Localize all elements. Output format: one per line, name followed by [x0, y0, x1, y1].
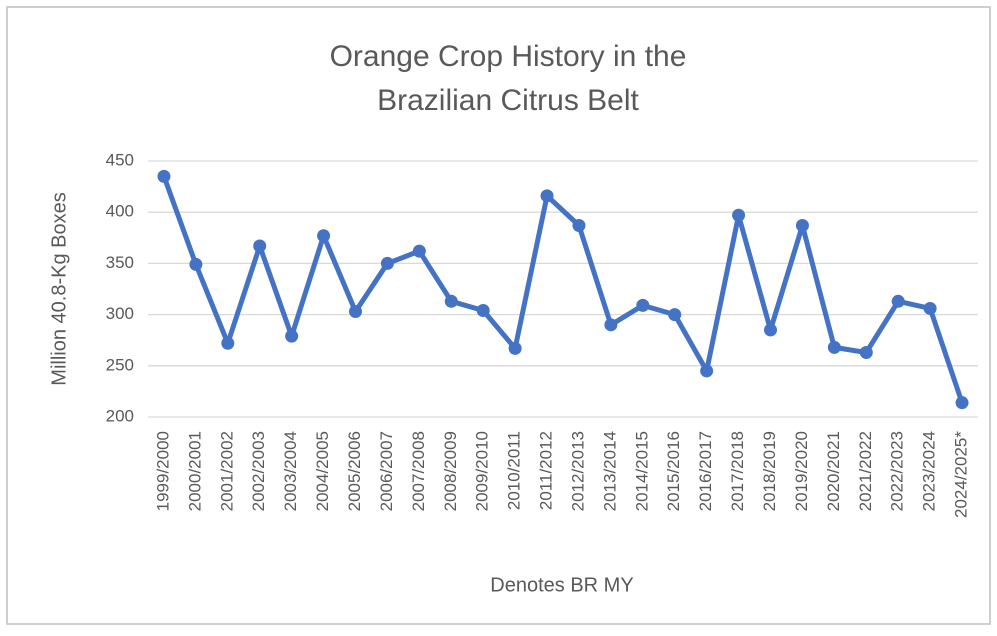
marker: [859, 345, 873, 359]
line: [161, 175, 965, 404]
x-tick-label: 2001/2002: [217, 431, 236, 511]
x-tick-label: 2004/2005: [313, 431, 332, 511]
marker: [285, 329, 299, 343]
marker: [636, 298, 650, 312]
x-tick-label: 2009/2010: [473, 431, 492, 511]
marker: [189, 257, 203, 271]
x-tick-label: 2015/2016: [664, 431, 683, 511]
marker: [668, 308, 682, 322]
x-axis-title: Denotes BR MY: [490, 574, 633, 596]
y-tick-label: 300: [106, 304, 134, 323]
chart-title: Orange Crop History in the: [330, 40, 687, 73]
x-tick-label: 1999/2000: [153, 431, 172, 511]
marker: [317, 229, 331, 243]
x-tick-label: 2012/2013: [568, 431, 587, 511]
marker: [764, 323, 777, 337]
y-tick-label: 400: [106, 202, 134, 221]
x-tick-label: 2007/2008: [409, 431, 428, 511]
y-tick-label: 450: [106, 150, 134, 169]
marker: [572, 219, 586, 233]
marker: [891, 294, 905, 308]
x-tick-label: 2006/2007: [377, 431, 396, 511]
marker: [923, 301, 937, 315]
marker: [604, 318, 618, 332]
y-axis-title: Million 40.8-Kg Boxes: [48, 192, 70, 385]
y-tick-label: 350: [106, 253, 134, 272]
marker: [380, 256, 394, 270]
marker: [412, 244, 426, 258]
x-tick-label: 2010/2011: [505, 431, 524, 510]
x-tick-label: 2002/2003: [249, 431, 268, 511]
marker: [476, 304, 490, 318]
marker: [221, 336, 235, 350]
marker: [795, 219, 809, 233]
x-tick-label: 2016/2017: [696, 431, 715, 511]
marker: [444, 294, 458, 308]
x-tick-label: 2017/2018: [728, 431, 747, 511]
x-tick-label: 2019/2020: [792, 431, 811, 511]
marker: [349, 305, 362, 319]
marker: [157, 169, 171, 183]
y-tick-label: 250: [106, 355, 134, 374]
x-tick-label: 2024/2025*: [952, 431, 971, 518]
chart-title: Brazilian Citrus Belt: [377, 84, 639, 117]
marker: [253, 239, 267, 253]
x-tick-label: 2005/2006: [345, 431, 364, 511]
x-tick-label: 2003/2004: [281, 431, 300, 511]
x-tick-label: 2014/2015: [632, 431, 651, 511]
x-tick-label: 2020/2021: [824, 431, 843, 511]
marker: [700, 364, 714, 378]
y-tick-label: 200: [106, 406, 134, 425]
marker: [540, 189, 554, 203]
x-tick-label: 2021/2022: [856, 431, 875, 511]
x-tick-label: 2013/2014: [600, 431, 619, 511]
x-tick-label: 2018/2019: [760, 431, 779, 511]
marker: [732, 208, 746, 222]
x-tick-label: 2000/2001: [185, 431, 204, 511]
marker: [827, 340, 841, 354]
x-tick-label: 2011/2012: [537, 431, 556, 510]
marker: [508, 341, 522, 355]
x-tick-label: 2022/2023: [888, 431, 907, 511]
marker: [955, 396, 969, 410]
x-tick-label: 2008/2009: [441, 431, 460, 511]
x-tick-label: 2023/2024: [920, 431, 939, 511]
